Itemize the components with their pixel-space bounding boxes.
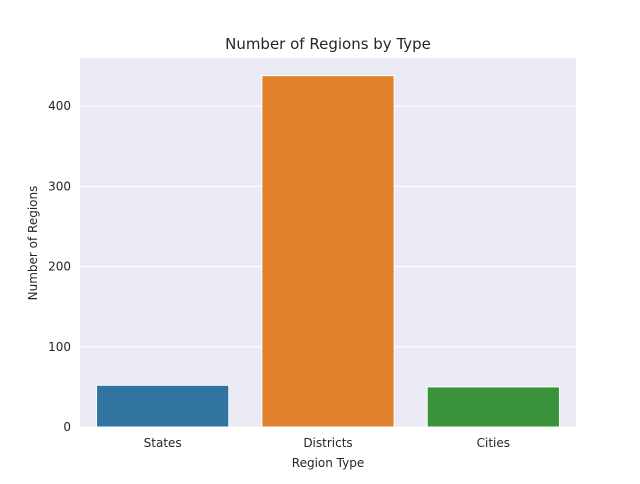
y-tick-label-4: 400 — [48, 99, 71, 113]
bar-states — [96, 384, 230, 428]
bars — [96, 75, 560, 428]
x-tick-label-states: States — [144, 436, 182, 450]
y-tick-label-1: 100 — [48, 340, 71, 354]
x-axis-ticks: States Districts Cities — [144, 436, 510, 450]
x-tick-label-cities: Cities — [477, 436, 510, 450]
y-tick-label-2: 200 — [48, 260, 71, 274]
y-tick-label-0: 0 — [63, 420, 71, 434]
bar-districts — [261, 75, 395, 428]
bar-cities — [426, 386, 560, 428]
y-axis-label: Number of Regions — [26, 186, 40, 301]
x-tick-label-districts: Districts — [303, 436, 352, 450]
chart-title: Number of Regions by Type — [225, 35, 431, 53]
y-tick-label-3: 300 — [48, 179, 71, 193]
x-axis-label: Region Type — [292, 456, 364, 470]
y-axis-ticks: 0 100 200 300 400 — [48, 99, 71, 434]
